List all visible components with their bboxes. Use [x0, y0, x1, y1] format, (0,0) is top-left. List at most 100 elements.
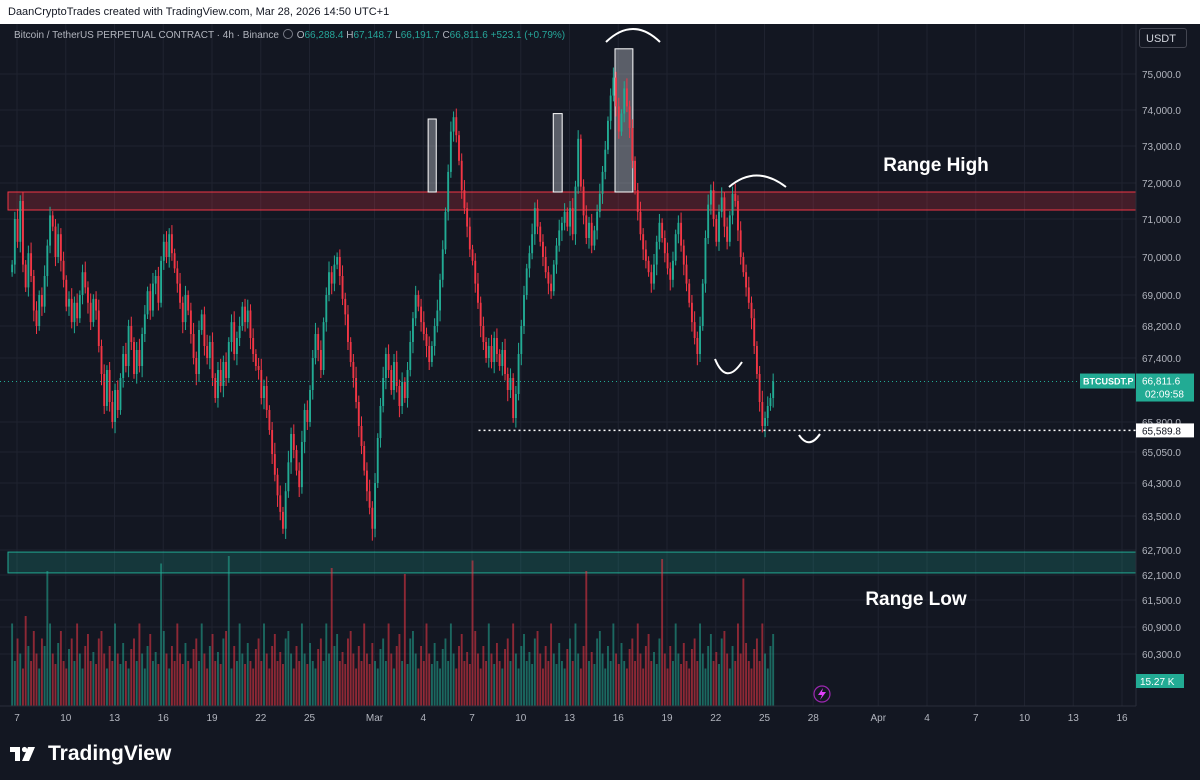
candle-body: [40, 295, 43, 307]
volume-bar: [737, 623, 739, 706]
candle-body: [314, 334, 317, 358]
volume-bar: [363, 623, 366, 706]
volume-bar: [493, 664, 496, 706]
candle-body: [747, 287, 750, 303]
volume-bar: [176, 623, 179, 706]
candle-body: [395, 362, 398, 386]
candle-body: [739, 230, 742, 257]
candle-body: [720, 197, 723, 212]
candle-body: [68, 298, 70, 307]
volume-bar: [452, 653, 455, 706]
candle-body: [89, 302, 92, 323]
candle-body: [38, 295, 41, 326]
volume-bar: [577, 653, 580, 706]
volume-bar: [677, 653, 680, 706]
candle-body: [566, 211, 569, 227]
currency-button[interactable]: USDT: [1139, 28, 1187, 48]
candlesticks: [11, 67, 775, 541]
volume-bar: [11, 623, 14, 706]
candle-body: [57, 234, 60, 257]
lightning-icon[interactable]: [813, 685, 831, 703]
volume-bar: [387, 623, 390, 706]
candle-body: [569, 208, 571, 227]
candle-body: [718, 211, 720, 242]
candle-body: [43, 276, 46, 307]
candle-body: [430, 346, 433, 362]
chart-area[interactable]: Range High Range Low 75,000.0 74,000.0 73,0…: [0, 24, 1200, 730]
candle-body: [273, 454, 276, 475]
candle-body: [712, 190, 715, 219]
volume-bar: [146, 646, 149, 706]
candle-body: [588, 222, 590, 238]
candle-body: [54, 226, 57, 257]
volume-tag-label: 15.27 K: [1140, 677, 1175, 688]
volume-bar: [95, 664, 98, 706]
volume-bar: [32, 631, 35, 706]
volume-bar: [328, 653, 330, 706]
volume-bar: [531, 664, 534, 706]
candle-body: [393, 362, 395, 390]
volume-bar: [569, 638, 571, 706]
price-tick-label: 60,900.0: [1142, 623, 1181, 634]
price-axis[interactable]: 75,000.0 74,000.0 73,000.0 72,000.0 71,000.0…: [1142, 70, 1181, 661]
last-price-label: 66,811.6: [1142, 377, 1181, 388]
volume-bar: [449, 623, 452, 706]
volume-bar: [474, 631, 477, 706]
volume-bar: [319, 638, 322, 706]
candle-body: [709, 190, 712, 205]
candle-body: [225, 362, 228, 378]
candle-body: [333, 264, 336, 284]
price-chart[interactable]: Range High Range Low 75,000.0 74,000.0 73,0…: [0, 24, 1200, 730]
candle-body: [433, 326, 436, 346]
volume-bar: [447, 661, 450, 706]
volume-bar: [35, 653, 38, 706]
candle-body: [298, 470, 301, 488]
volume-bar: [663, 653, 666, 706]
volume-bar: [482, 646, 485, 706]
volume-bar: [479, 668, 482, 706]
candle-body: [32, 276, 35, 311]
candle-body: [35, 310, 38, 326]
candle-body: [168, 234, 171, 257]
tradingview-logo[interactable]: TradingView: [8, 741, 171, 767]
volume-bar: [758, 661, 761, 706]
candle-body: [51, 215, 54, 227]
volume-bar: [609, 661, 612, 706]
time-tick-label: 22: [255, 713, 267, 724]
volume-bar: [68, 649, 70, 706]
candle-body: [514, 394, 517, 418]
candle-body: [612, 77, 615, 96]
candle-body: [715, 219, 718, 242]
time-tick-label: 7: [469, 713, 475, 724]
candle-body: [170, 234, 173, 254]
volume-bar: [571, 661, 574, 706]
volume-bar: [200, 623, 203, 706]
time-tick-label: 19: [661, 713, 673, 724]
volume-bar: [718, 664, 720, 706]
candle-body: [290, 434, 293, 463]
candle-body: [493, 338, 496, 362]
last-price-tag: [1136, 373, 1194, 402]
candle-body: [65, 279, 68, 307]
volume-bar: [612, 623, 615, 706]
volume-bar: [357, 646, 360, 706]
volume-bars: [11, 556, 775, 706]
volume-bar: [59, 631, 62, 706]
price-axis-background: [1136, 24, 1200, 706]
candle-body: [487, 346, 490, 358]
volume-bar: [19, 653, 22, 706]
candle-body: [474, 260, 477, 284]
change-value: +523.1 (+0.79%): [490, 30, 566, 41]
candle-body: [663, 238, 666, 254]
volume-bar: [179, 653, 181, 706]
candle-body: [84, 272, 87, 288]
volume-bar: [755, 638, 758, 706]
range-low-zone: [7, 551, 1137, 574]
candle-body: [300, 442, 303, 488]
time-axis[interactable]: 7 10 13 16 19 22 25 Mar 4 7 10 13 16 19 22 25 28 Apr 4 7 10 1…: [14, 713, 1128, 724]
volume-bar: [414, 653, 417, 706]
volume-bar: [13, 661, 16, 706]
candle-body: [750, 302, 753, 319]
candle-body: [420, 306, 423, 323]
volume-bar: [539, 653, 542, 706]
